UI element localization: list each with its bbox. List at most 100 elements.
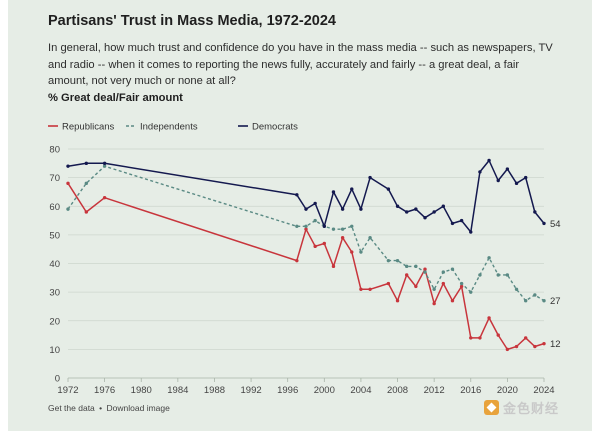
data-point-democrats bbox=[432, 210, 436, 214]
data-point-republicans bbox=[533, 344, 537, 349]
y-axis-measure-label: % Great deal/Fair amount bbox=[48, 92, 183, 104]
x-tick-label: 1980 bbox=[131, 385, 152, 396]
data-point-independents bbox=[66, 207, 70, 211]
data-point-republicans bbox=[350, 250, 354, 254]
data-point-democrats bbox=[478, 170, 482, 174]
series-line-republicans bbox=[67, 182, 545, 351]
series-republicans bbox=[66, 181, 546, 352]
data-point-democrats bbox=[386, 187, 391, 191]
data-point-republicans bbox=[395, 299, 400, 303]
data-point-republicans bbox=[523, 336, 528, 340]
data-point-independents bbox=[450, 267, 455, 271]
data-point-independents bbox=[368, 236, 372, 240]
data-point-independents bbox=[295, 224, 299, 228]
data-point-republicans bbox=[496, 333, 500, 337]
data-point-democrats bbox=[304, 207, 308, 211]
data-point-democrats bbox=[450, 221, 455, 226]
chart-subtitle: In general, how much trust and confidenc… bbox=[48, 42, 553, 87]
chart-title: Partisans' Trust in Mass Media, 1972-202… bbox=[48, 13, 336, 29]
data-point-independents bbox=[542, 299, 546, 303]
data-point-republicans bbox=[487, 316, 491, 320]
y-tick-label: 30 bbox=[49, 288, 60, 299]
x-tick-label: 2024 bbox=[533, 385, 554, 396]
data-point-republicans bbox=[469, 336, 473, 340]
data-point-independents bbox=[441, 270, 446, 274]
data-point-republicans bbox=[386, 281, 391, 286]
chart-card: Partisans' Trust in Mass Media, 1972-202… bbox=[8, 0, 592, 431]
data-point-republicans bbox=[514, 344, 519, 349]
data-point-republicans bbox=[450, 299, 455, 303]
data-point-democrats bbox=[523, 175, 528, 180]
data-point-democrats bbox=[102, 161, 107, 166]
data-point-independents bbox=[514, 287, 519, 291]
x-tick-label: 2016 bbox=[460, 385, 481, 396]
x-tick-label: 1976 bbox=[94, 385, 115, 396]
watermark-logo-icon bbox=[484, 400, 499, 415]
data-point-independents bbox=[505, 273, 510, 277]
data-point-democrats bbox=[350, 187, 354, 191]
data-point-republicans bbox=[66, 181, 70, 186]
y-tick-label: 60 bbox=[49, 202, 60, 213]
data-point-democrats bbox=[404, 210, 409, 214]
data-point-democrats bbox=[469, 230, 473, 234]
series-group bbox=[66, 158, 546, 352]
get-data-link[interactable]: Get the data bbox=[48, 403, 95, 413]
data-point-democrats bbox=[66, 164, 70, 168]
data-point-democrats bbox=[533, 210, 537, 214]
end-label-republicans: 12 bbox=[550, 339, 561, 350]
y-tick-label: 0 bbox=[55, 374, 60, 385]
y-tick-label: 70 bbox=[49, 173, 60, 184]
data-point-independents bbox=[102, 164, 107, 168]
legend: Republicans Independents Democrats bbox=[48, 122, 298, 133]
data-point-democrats bbox=[423, 216, 427, 220]
data-point-independents bbox=[304, 224, 308, 228]
x-tick-label: 1996 bbox=[277, 385, 298, 396]
footer: Get the data • Download image bbox=[48, 403, 170, 413]
data-point-independents bbox=[533, 293, 537, 297]
data-point-republicans bbox=[368, 287, 372, 291]
data-point-republicans bbox=[478, 336, 482, 340]
data-point-democrats bbox=[459, 218, 464, 223]
grid-lines bbox=[68, 148, 544, 379]
data-point-democrats bbox=[414, 207, 418, 211]
data-point-independents bbox=[359, 250, 363, 254]
footer-separator: • bbox=[99, 403, 103, 413]
data-point-independents bbox=[340, 227, 345, 231]
x-tick-label: 1984 bbox=[167, 385, 188, 396]
data-point-independents bbox=[432, 287, 436, 291]
data-point-democrats bbox=[368, 175, 372, 180]
data-point-independents bbox=[478, 273, 482, 277]
data-point-independents bbox=[313, 218, 317, 223]
y-axis: 0 10 20 30 40 50 60 70 80 bbox=[49, 145, 60, 385]
end-label-democrats: 54 bbox=[550, 219, 561, 230]
data-point-republicans bbox=[423, 267, 427, 271]
data-point-democrats bbox=[514, 181, 519, 186]
data-point-republicans bbox=[542, 341, 546, 346]
legend-label-democrats: Democrats bbox=[252, 122, 298, 133]
series-independents bbox=[66, 164, 546, 303]
data-point-democrats bbox=[331, 190, 336, 194]
x-axis: 1972 1976 1980 1984 1988 1992 1996 2000 2004 2008… bbox=[57, 378, 555, 396]
data-point-independents bbox=[386, 258, 391, 263]
series-line-democrats bbox=[67, 159, 545, 233]
x-tick-label: 2004 bbox=[350, 385, 371, 396]
data-point-democrats bbox=[295, 193, 299, 197]
data-point-republicans bbox=[359, 287, 363, 291]
x-tick-label: 2020 bbox=[497, 385, 518, 396]
data-point-independents bbox=[469, 290, 473, 294]
x-tick-label: 2000 bbox=[314, 385, 335, 396]
data-point-republicans bbox=[295, 258, 299, 263]
legend-label-republicans: Republicans bbox=[62, 122, 115, 133]
x-tick-label: 1988 bbox=[204, 385, 225, 396]
data-point-independents bbox=[496, 273, 500, 277]
data-point-republicans bbox=[322, 241, 327, 246]
data-point-republicans bbox=[432, 301, 436, 306]
data-point-democrats bbox=[313, 201, 317, 206]
data-point-independents bbox=[331, 227, 336, 231]
download-image-link[interactable]: Download image bbox=[106, 403, 170, 413]
end-label-independents: 27 bbox=[550, 296, 561, 307]
data-point-independents bbox=[350, 224, 354, 228]
data-point-republicans bbox=[340, 236, 345, 240]
end-labels: 12 27 54 bbox=[550, 219, 561, 350]
data-point-democrats bbox=[496, 178, 500, 183]
